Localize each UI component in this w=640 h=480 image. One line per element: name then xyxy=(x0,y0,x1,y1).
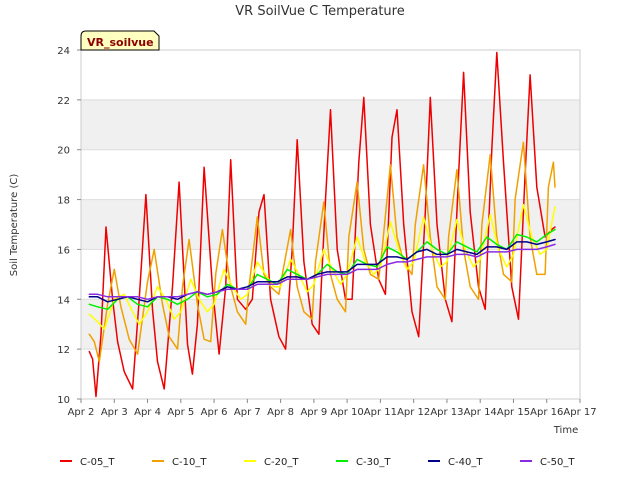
x-tick-label: Apr 6 xyxy=(201,407,228,418)
x-tick-label: Apr 12 xyxy=(397,407,430,418)
background-band xyxy=(81,199,580,250)
y-tick-label: 18 xyxy=(57,196,70,207)
legend-label: C-05_T xyxy=(80,457,115,468)
legend-item: C-20_T xyxy=(244,457,299,468)
x-tick-label: Apr 4 xyxy=(134,407,161,418)
x-tick-label: Apr 11 xyxy=(364,407,397,418)
y-tick-label: 24 xyxy=(57,46,70,57)
x-tick-label: Apr 16 xyxy=(530,407,563,418)
legend-item: C-30_T xyxy=(336,457,391,468)
legend-label: C-40_T xyxy=(448,457,483,468)
chart-title: VR SoilVue C Temperature xyxy=(235,4,404,19)
x-tick-label: Apr 3 xyxy=(101,407,128,418)
background-band xyxy=(81,50,580,100)
legend-label: C-10_T xyxy=(172,457,207,468)
axis-ticks: Apr 2 Apr 3 Apr 4 Apr 5 Apr 6 Apr 7 Apr 8 Apr 9… xyxy=(57,46,596,418)
y-tick-label: 14 xyxy=(57,295,70,306)
y-tick-label: 20 xyxy=(57,146,70,157)
station-badge: VR_soilvue xyxy=(80,30,160,51)
x-tick-label: Apr 13 xyxy=(430,407,463,418)
legend-item: C-40_T xyxy=(428,457,483,468)
x-tick-label: Apr 7 xyxy=(234,407,261,418)
legend-item: C-05_T xyxy=(60,457,115,468)
x-axis-label: Time xyxy=(553,425,578,436)
x-tick-label: Apr 2 xyxy=(68,407,95,418)
y-axis-label: Soil Temperature (C) xyxy=(9,174,20,277)
series-line-c-50-t xyxy=(88,243,556,301)
series-line-c-20-t xyxy=(88,203,556,330)
legend-label: C-20_T xyxy=(264,457,299,468)
background-band xyxy=(81,299,580,350)
x-tick-label: Apr 5 xyxy=(167,407,194,418)
x-tick-label: Apr 15 xyxy=(497,407,530,418)
series-line-c-30-t xyxy=(88,228,556,311)
background-band xyxy=(81,349,580,399)
plot-frame xyxy=(80,49,581,400)
y-tick-label: 22 xyxy=(57,96,70,107)
legend-label: C-50_T xyxy=(540,457,575,468)
x-tick-label: Apr 10 xyxy=(331,407,364,418)
background-band xyxy=(81,149,580,200)
series-lines xyxy=(88,51,556,398)
y-tick-label: 12 xyxy=(57,345,70,356)
station-badge-text: VR_soilvue xyxy=(87,36,154,49)
x-tick-label: Apr 8 xyxy=(267,407,294,418)
legend-label: C-30_T xyxy=(356,457,391,468)
x-tick-label: Apr 9 xyxy=(300,407,327,418)
legend-item: C-50_T xyxy=(520,457,575,468)
x-tick-label: Apr 14 xyxy=(464,407,497,418)
legend: C-05_T C-10_T C-20_T C-30_T C-40_T C-50_T xyxy=(60,457,575,468)
y-tick-label: 16 xyxy=(57,245,70,256)
x-tick-label: Apr 17 xyxy=(563,407,596,418)
y-tick-label: 10 xyxy=(57,395,70,406)
station-badge-box xyxy=(80,30,160,51)
legend-item: C-10_T xyxy=(152,457,207,468)
